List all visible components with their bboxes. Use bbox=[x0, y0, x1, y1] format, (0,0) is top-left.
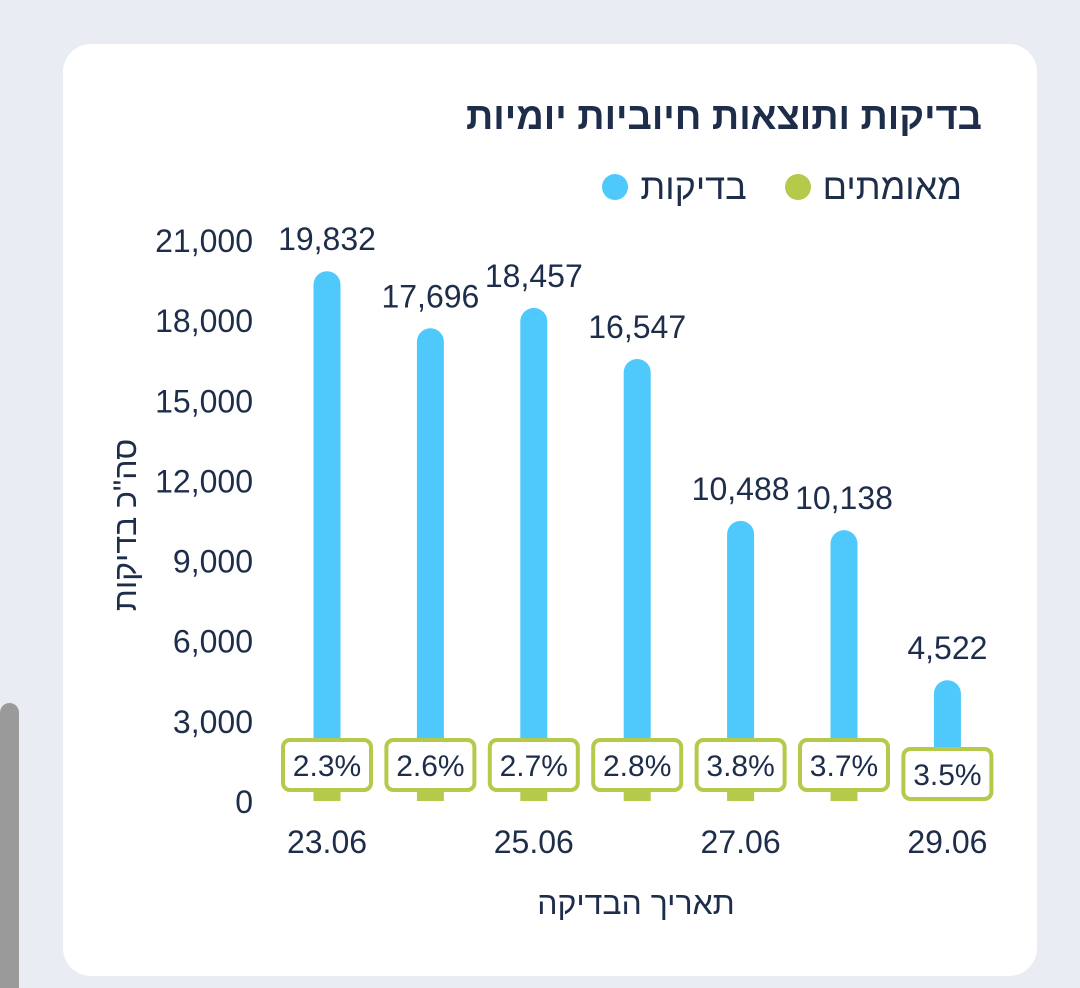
y-tick-label: 18,000 bbox=[155, 303, 253, 339]
percent-badge bbox=[281, 738, 373, 792]
y-tick-label: 3,000 bbox=[173, 704, 253, 740]
bar-tests[interactable] bbox=[313, 271, 341, 801]
y-axis-label: סה"כ בדיקות bbox=[107, 439, 143, 611]
scrollbar[interactable] bbox=[0, 703, 19, 988]
y-tick-label: 9,000 bbox=[173, 544, 253, 580]
percent-badge-label: 2.6% bbox=[396, 750, 464, 783]
bar-tests[interactable] bbox=[416, 328, 444, 801]
y-tick-label: 12,000 bbox=[155, 463, 253, 499]
percent-badge-label: 3.7% bbox=[810, 750, 878, 783]
x-tick-label: 27.06 bbox=[701, 824, 781, 860]
bar-value-label: 4,522 bbox=[907, 630, 987, 666]
bar-value-label: 16,547 bbox=[588, 309, 686, 345]
chart-legend: בדיקות מאומתים bbox=[602, 166, 962, 208]
x-tick-label: 23.06 bbox=[287, 824, 367, 860]
bar-value-label: 17,696 bbox=[381, 278, 479, 314]
x-tick-label: 25.06 bbox=[494, 824, 574, 860]
bar-tests[interactable] bbox=[830, 530, 858, 801]
legend-label-confirmed: מאומתים bbox=[822, 166, 962, 207]
percent-badge-label: 2.3% bbox=[293, 750, 361, 783]
percent-badge-label: 2.7% bbox=[500, 750, 568, 783]
percent-badge bbox=[798, 738, 890, 792]
legend-dot-tests bbox=[602, 174, 629, 200]
percent-badge-label: 3.8% bbox=[706, 750, 774, 783]
bar-value-label: 10,488 bbox=[692, 471, 790, 507]
y-tick-label: 6,000 bbox=[173, 624, 253, 660]
chart-card bbox=[63, 44, 1037, 976]
chart-title: בדיקות ותוצאות חיוביות יומיות bbox=[466, 96, 982, 138]
legend-item-tests[interactable]: בדיקות bbox=[602, 166, 747, 208]
y-tick-label: 0 bbox=[235, 784, 253, 820]
bar-tests[interactable] bbox=[727, 520, 755, 801]
bar-confirmed[interactable] bbox=[830, 790, 858, 801]
x-axis-label: תאריך הבדיקה bbox=[537, 885, 735, 921]
percent-badge bbox=[487, 738, 580, 792]
x-tick-label: 29.06 bbox=[907, 824, 987, 860]
percent-badge bbox=[901, 747, 994, 801]
percent-badge bbox=[694, 738, 787, 792]
bar-value-label: 19,832 bbox=[278, 221, 376, 257]
percent-badge-label: 2.8% bbox=[603, 750, 671, 783]
bar-value-label: 10,138 bbox=[795, 480, 893, 516]
y-tick-label: 15,000 bbox=[155, 383, 253, 419]
percent-badge-label: 3.5% bbox=[913, 759, 981, 792]
legend-item-confirmed[interactable]: מאומתים bbox=[784, 166, 962, 208]
bar-value-label: 18,457 bbox=[485, 258, 583, 294]
percent-badge bbox=[591, 738, 684, 792]
bar-tests[interactable] bbox=[520, 307, 548, 801]
legend-label-tests: בדיקות bbox=[640, 166, 747, 207]
bar-tests[interactable] bbox=[623, 358, 651, 801]
percent-badge bbox=[384, 738, 477, 792]
legend-dot-confirmed bbox=[784, 174, 811, 200]
y-tick-label: 21,000 bbox=[155, 223, 253, 259]
bar-confirmed[interactable] bbox=[727, 790, 755, 801]
